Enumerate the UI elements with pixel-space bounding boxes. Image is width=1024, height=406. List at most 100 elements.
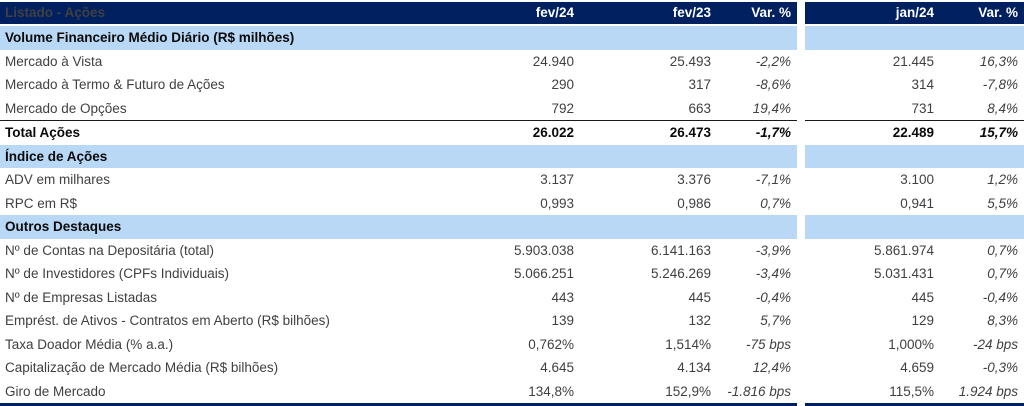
section-header-row: Índice de Ações	[0, 144, 1024, 168]
cell-value: 26.022	[420, 120, 580, 145]
column-group-separator-cell	[797, 25, 805, 50]
cell-value: -2,2%	[755, 53, 791, 69]
cell-value	[717, 25, 797, 50]
cell-value: 0,993	[540, 195, 574, 211]
cell-value: 24.940	[532, 53, 574, 69]
cell-value: 4.645	[540, 360, 574, 375]
section-header-row: Outros Destaques	[0, 215, 1024, 239]
cell-value: 1,000%	[888, 336, 934, 352]
row-label: Mercado à Vista	[5, 53, 103, 69]
column-group-separator-cell	[797, 73, 805, 97]
column-group-separator-cell	[797, 285, 805, 309]
cell-value: 5,5%	[987, 195, 1018, 211]
cell-value: 3.376	[677, 172, 711, 187]
cell-value: 0,7%	[987, 242, 1018, 258]
table-row: Emprést. de Ativos - Contratos em Aberto…	[0, 309, 1024, 333]
cell-value: -0,4%	[755, 289, 791, 305]
table-body: Volume Financeiro Médio Diário (R$ milhõ…	[0, 25, 1024, 406]
cell-value	[940, 144, 1024, 168]
cell-value: 0,986	[677, 195, 711, 211]
cell-value	[420, 215, 580, 239]
cell-value: -3,4%	[755, 266, 791, 281]
column-group-separator-cell	[797, 262, 805, 286]
column-group-separator-cell	[797, 356, 805, 380]
row-label: Mercado à Termo & Futuro de Ações	[5, 77, 225, 92]
cell-value: 134,8%	[420, 379, 580, 406]
column-group-separator-cell	[797, 144, 805, 168]
table-row: Mercado de Opções 792 663 19,4% 731 8,4%	[0, 96, 1024, 121]
cell-value: 129	[911, 313, 934, 328]
cell-value: -0,4%	[982, 289, 1018, 305]
cell-value: 314	[911, 77, 934, 92]
cell-value	[717, 144, 797, 168]
table-row: Giro de Mercado 134,8% 152,9% -1.816 bps 115…	[0, 379, 1024, 406]
cell-value: -1,7%	[717, 120, 797, 145]
cell-value: 21.445	[892, 53, 934, 69]
cell-value: -7,1%	[755, 172, 791, 187]
table-row: Nº de Empresas Listadas 443 445 -0,4% 445 -0,…	[0, 285, 1024, 309]
row-label: Outros Destaques	[0, 215, 420, 239]
row-label: Giro de Mercado	[0, 379, 420, 406]
row-label: Volume Financeiro Médio Diário (R$ milhõ…	[0, 25, 420, 50]
cell-value: 4.134	[677, 360, 711, 375]
column-header-var-yoy: Var. %	[717, 2, 797, 26]
cell-value	[580, 144, 717, 168]
cell-value	[420, 25, 580, 50]
cell-value: 3.137	[540, 172, 574, 187]
cell-value: 5.903.038	[513, 242, 574, 258]
cell-value: 15,7%	[940, 120, 1024, 145]
column-group-separator-cell	[797, 49, 805, 73]
table-row: RPC em R$ 0,993 0,986 0,7% 0,941 5,5%	[0, 191, 1024, 215]
row-label: ADV em milhares	[5, 172, 111, 187]
cell-value	[580, 25, 717, 50]
cell-value: 12,4%	[752, 360, 791, 375]
cell-value: 1,514%	[665, 336, 711, 352]
table-row: Taxa Doador Média (% a.a.) 0,762% 1,514% -7…	[0, 332, 1024, 356]
cell-value: 25.493	[669, 53, 711, 69]
cell-value: 731	[911, 100, 934, 116]
column-group-separator-cell	[797, 238, 805, 262]
cell-value	[580, 215, 717, 239]
cell-value: 663	[688, 100, 711, 116]
table-row: ADV em milhares 3.137 3.376 -7,1% 3.100 1,2%	[0, 168, 1024, 192]
cell-value: 5.246.269	[650, 266, 711, 281]
row-label: RPC em R$	[5, 195, 78, 211]
cell-value: 0,7%	[987, 266, 1018, 281]
table-row: Nº de Contas na Depositária (total) 5.903…	[0, 238, 1024, 262]
cell-value: 5.031.431	[873, 266, 934, 281]
column-group-separator-cell	[797, 215, 805, 239]
cell-value	[805, 215, 940, 239]
cell-value: 443	[551, 289, 574, 305]
cell-value: 8,4%	[987, 100, 1018, 116]
column-group-separator	[797, 2, 805, 26]
row-label: Índice de Ações	[0, 144, 420, 168]
section-header-row: Volume Financeiro Médio Diário (R$ milhõ…	[0, 25, 1024, 50]
row-label: Nº de Empresas Listadas	[5, 289, 158, 305]
cell-value: 0,941	[900, 195, 934, 211]
column-group-separator-cell	[797, 96, 805, 121]
column-header-var-mom: Var. %	[940, 2, 1024, 26]
row-label: Nº de Contas na Depositária (total)	[5, 242, 215, 258]
column-group-separator-cell	[797, 168, 805, 192]
cell-value: 0,762%	[528, 336, 574, 352]
cell-value: 152,9%	[580, 379, 717, 406]
cell-value: 8,3%	[987, 313, 1018, 328]
column-header-fev24: fev/24	[420, 2, 580, 26]
cell-value: 139	[551, 313, 574, 328]
total-row: Total Ações 26.022 26.473 -1,7% 22.489 15,7%	[0, 120, 1024, 145]
cell-value: 317	[688, 77, 711, 92]
table-title: Listado - Ações	[0, 2, 420, 26]
cell-value: -24 bps	[972, 336, 1018, 352]
table-row: Mercado à Vista 24.940 25.493 -2,2% 21.445 16…	[0, 49, 1024, 73]
cell-value: 290	[551, 77, 574, 92]
cell-value: 22.489	[805, 120, 940, 145]
cell-value: 5.066.251	[513, 266, 574, 281]
column-header-fev23: fev/23	[580, 2, 717, 26]
cell-value: 792	[551, 100, 574, 116]
table-row: Mercado à Termo & Futuro de Ações 290 317 -…	[0, 73, 1024, 97]
cell-value	[717, 215, 797, 239]
cell-value: 6.141.163	[650, 242, 711, 258]
cell-value: 0,7%	[760, 195, 791, 211]
cell-value	[940, 25, 1024, 50]
cell-value: -3,9%	[755, 242, 791, 258]
